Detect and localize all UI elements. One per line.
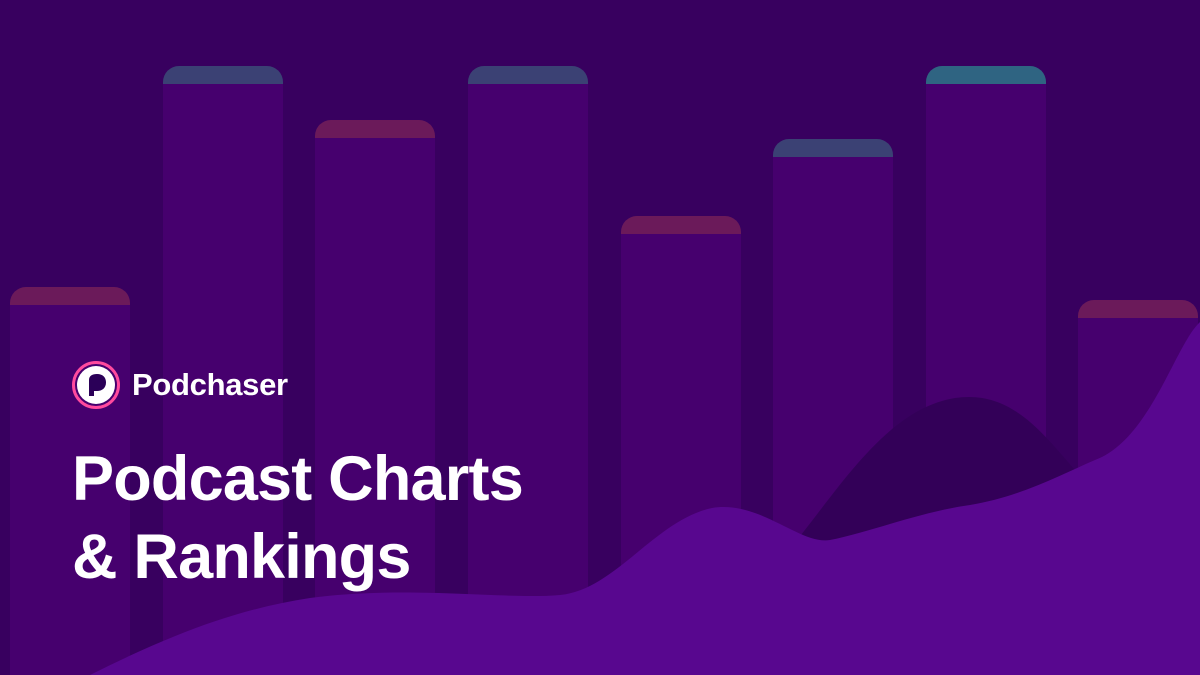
bar-cap <box>163 66 283 84</box>
bar-cap <box>10 287 130 305</box>
logo-ring <box>72 361 120 409</box>
bar-cap <box>1078 300 1198 318</box>
title-line-1: Podcast Charts <box>72 444 524 514</box>
logo-inner <box>89 374 106 396</box>
bar-cap <box>773 139 893 157</box>
decorative-bar <box>163 66 283 675</box>
bar-body <box>315 138 435 675</box>
bar-cap <box>926 66 1046 84</box>
decorative-bar <box>315 120 435 675</box>
bar-cap <box>468 66 588 84</box>
bar-body <box>163 84 283 675</box>
page-title: Podcast Charts & Rankings <box>72 440 524 596</box>
brand-lockup: Podchaser <box>72 361 288 409</box>
bar-body <box>468 84 588 675</box>
front-wave <box>90 322 1200 675</box>
brand-name: Podchaser <box>132 367 288 402</box>
bar-cap <box>315 120 435 138</box>
decorative-bar <box>468 66 588 675</box>
title-line-2: & Rankings <box>72 522 411 592</box>
podchaser-logo-icon <box>72 361 120 409</box>
bar-cap <box>621 216 741 234</box>
